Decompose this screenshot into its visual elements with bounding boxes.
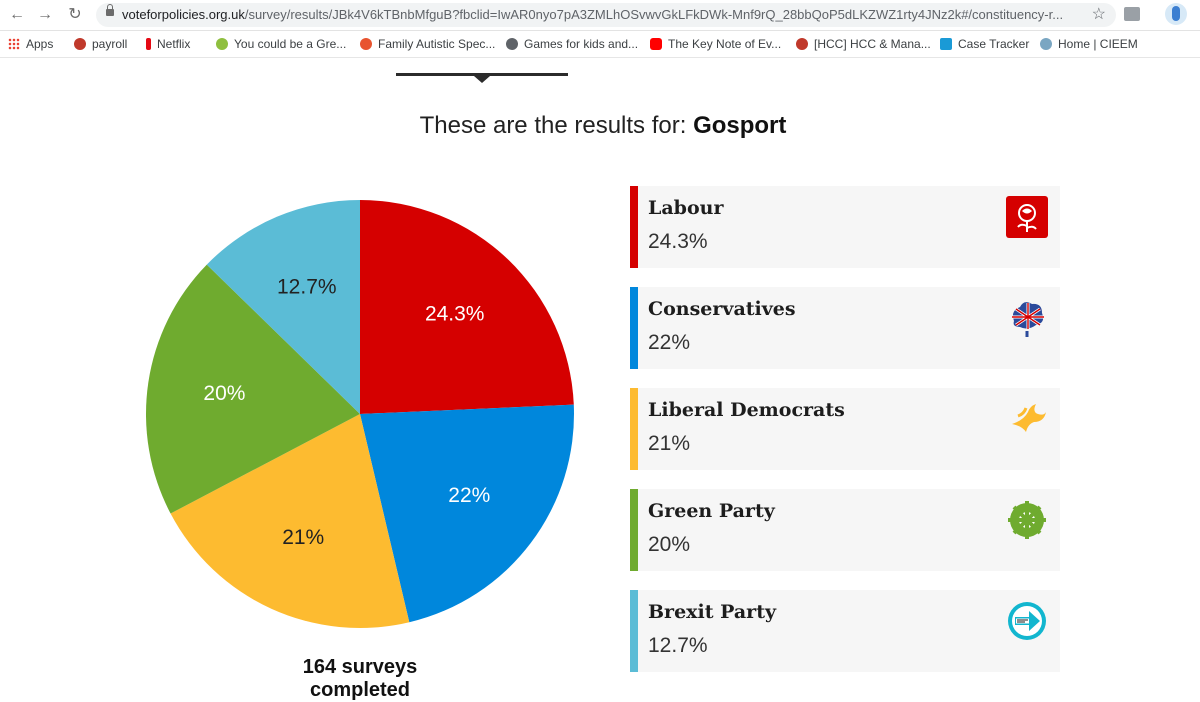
party-percentage: 20%: [648, 533, 691, 556]
party-color-bar: [630, 287, 638, 369]
address-bar[interactable]: voteforpolicies.org.uk/survey/results/JB…: [96, 3, 1116, 27]
party-card-labour[interactable]: Labour 24.3%: [630, 186, 1060, 268]
apps-grid-icon: [8, 38, 20, 50]
party-color-bar: [630, 186, 638, 268]
pie-slice-label: 22%: [448, 484, 490, 507]
url-path: /survey/results/JBk4V6kTBnbMfguB?fbclid=…: [244, 7, 1064, 22]
labour-rose-icon: [1006, 196, 1048, 238]
pie-slice-liberal-democrats[interactable]: [170, 414, 410, 628]
bookmark-star-icon[interactable]: ☆: [1091, 6, 1106, 23]
party-name: Brexit Party: [648, 601, 777, 623]
lock-icon: [106, 4, 114, 16]
forward-arrow-icon[interactable]: →: [37, 6, 53, 23]
party-card-conservatives[interactable]: Conservatives 22%: [630, 287, 1060, 369]
bookmarks-bar: Apps payroll Netflix You could be a Gre.…: [0, 31, 1200, 58]
bookmark-keynote[interactable]: The Key Note of Ev...: [650, 31, 781, 57]
url-host: voteforpolicies.org.uk: [122, 7, 245, 22]
party-name: Conservatives: [648, 298, 796, 320]
party-card-libdem[interactable]: Liberal Democrats 21%: [630, 388, 1060, 470]
profile-avatar[interactable]: [1165, 3, 1187, 25]
bookmark-green[interactable]: You could be a Gre...: [216, 31, 346, 57]
pie-slice-labour[interactable]: [360, 200, 574, 414]
party-name: Labour: [648, 197, 724, 219]
youtube-icon: [650, 38, 662, 50]
party-card-green[interactable]: Green Party 20%: [630, 489, 1060, 571]
party-card-brexit[interactable]: Brexit Party 12.7%: [630, 590, 1060, 672]
bookmark-case-tracker[interactable]: Case Tracker: [940, 31, 1029, 57]
browser-toolbar: ← → ↻ voteforpolicies.org.uk/survey/resu…: [0, 0, 1200, 31]
bookmark-cieem[interactable]: Home | CIEEM: [1040, 31, 1138, 57]
results-pie-chart: 24.3% 22% 21% 20% 12.7%: [146, 200, 574, 628]
pie-slice-label: 24.3%: [425, 303, 485, 326]
bookmark-apps[interactable]: Apps: [8, 31, 53, 57]
party-results-list: Labour 24.3% Conservatives 22% Liberal D…: [630, 186, 1060, 691]
surveys-completed: 164 surveys completed: [302, 656, 418, 701]
leaf-icon: [216, 38, 228, 50]
conservative-tree-icon: [1012, 302, 1044, 337]
pie-slice-label: 20%: [203, 382, 245, 405]
libdem-bird-icon: [1012, 404, 1046, 432]
party-name: Green Party: [648, 500, 775, 522]
globe-icon: [506, 38, 518, 50]
cieem-icon: [1040, 38, 1052, 50]
bookmark-payroll[interactable]: payroll: [74, 31, 127, 57]
party-percentage: 24.3%: [648, 230, 708, 253]
pie-slice-green-party[interactable]: [146, 264, 360, 514]
active-tab-indicator: [396, 73, 568, 76]
bookmark-hcc[interactable]: [HCC] HCC & Mana...: [796, 31, 931, 57]
party-percentage: 12.7%: [648, 634, 708, 657]
extension-icon[interactable]: [1124, 7, 1140, 21]
pie-slice-label: 12.7%: [277, 275, 337, 298]
bookmark-autistic[interactable]: Family Autistic Spec...: [360, 31, 495, 57]
e-icon: [360, 38, 372, 50]
party-color-bar: [630, 489, 638, 571]
party-color-bar: [630, 388, 638, 470]
back-arrow-icon[interactable]: ←: [9, 6, 25, 23]
pie-slice-brexit-party[interactable]: [206, 200, 360, 414]
green-tree-icon: [1008, 501, 1046, 539]
party-color-bar: [630, 590, 638, 672]
bookmark-games[interactable]: Games for kids and...: [506, 31, 638, 57]
party-percentage: 22%: [648, 331, 691, 354]
party-percentage: 21%: [648, 432, 691, 455]
url-text[interactable]: voteforpolicies.org.uk/survey/results/JB…: [122, 3, 1082, 27]
pie-slice-label: 21%: [282, 526, 324, 549]
pie-slice-conservatives[interactable]: [360, 404, 574, 623]
crest-icon: [74, 38, 86, 50]
bookmark-netflix[interactable]: Netflix: [146, 31, 190, 57]
reload-icon[interactable]: ↻: [68, 6, 82, 23]
netflix-icon: [146, 38, 151, 50]
constituency-name: Gosport: [693, 112, 787, 139]
fbc-icon: [940, 38, 952, 50]
brexit-arrow-icon: [1008, 602, 1046, 640]
party-name: Liberal Democrats: [648, 399, 845, 421]
crest-icon: [796, 38, 808, 50]
active-tab-caret: [474, 76, 490, 83]
results-heading: These are the results for: Gosport: [419, 112, 787, 139]
